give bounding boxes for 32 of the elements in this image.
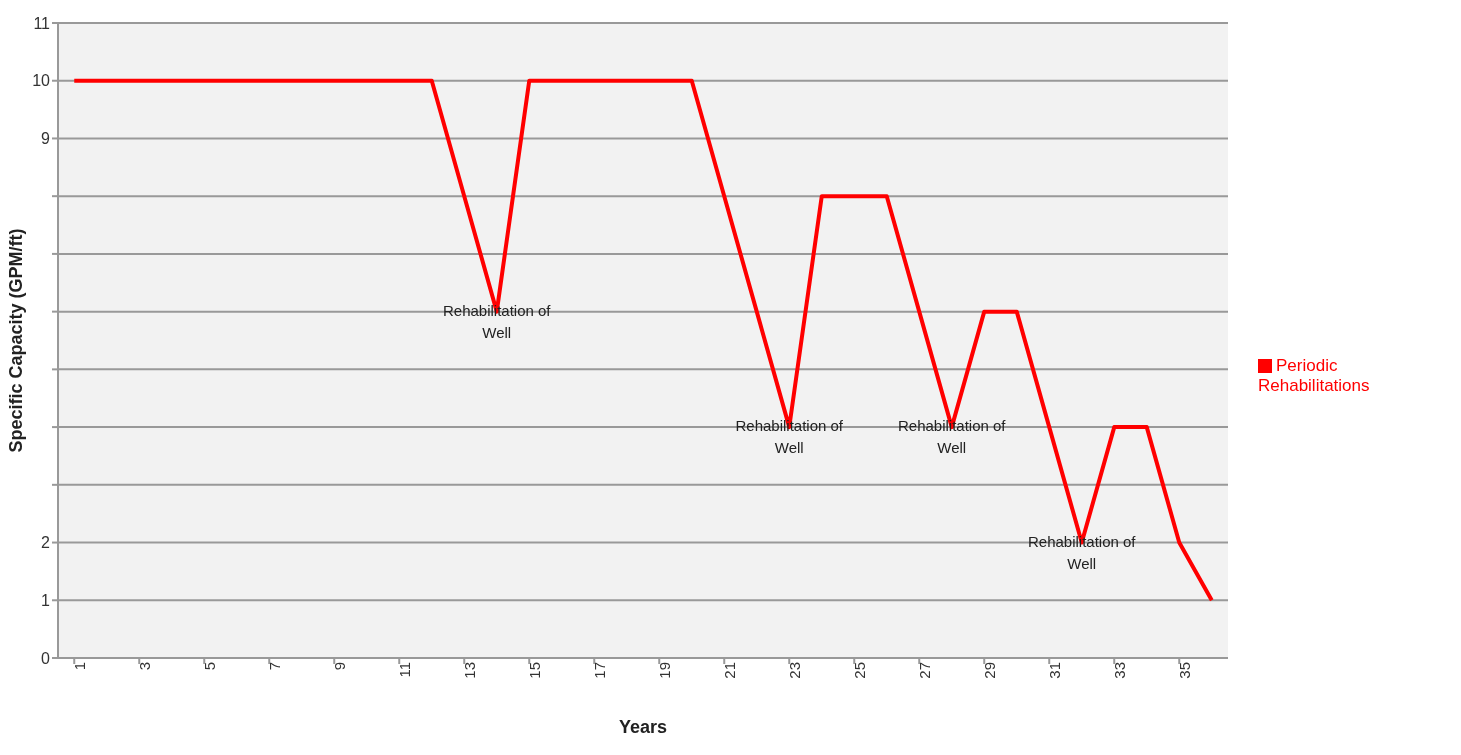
x-tick-label: 7	[265, 662, 283, 671]
annotation: Rehabilitation of Well	[442, 301, 552, 341]
y-tick-label: 1	[41, 591, 51, 609]
y-tick-label: 2	[41, 534, 51, 552]
x-tick-label: 13	[460, 662, 478, 679]
x-tick-label: 35	[1175, 662, 1193, 679]
x-tick-label: 11	[395, 662, 413, 678]
x-tick-label: 5	[200, 662, 218, 671]
y-axis-title: Specific Capacity (GPM/ft)	[6, 228, 27, 453]
y-tick-label: 10	[32, 72, 51, 90]
x-tick-label: 29	[980, 662, 998, 679]
x-tick-label: 33	[1110, 662, 1128, 679]
x-axis-title: Years	[618, 717, 668, 737]
y-tick-label: 0	[41, 649, 51, 667]
line-series	[72, 78, 1214, 603]
annotation: Rehabilitation of Well	[897, 417, 1007, 457]
y-tick-label: 9	[41, 130, 51, 148]
annotation: Rehabilitation of Well	[1027, 532, 1137, 572]
x-tick-label: 9	[330, 662, 348, 671]
x-tick-label: 27	[915, 662, 933, 679]
x-tick-label: 1	[70, 662, 88, 671]
x-tick-label: 17	[590, 662, 608, 679]
x-tick-label: 31	[1045, 662, 1063, 679]
x-tick-label: 21	[720, 662, 738, 679]
legend-label: Periodic Rehabilitations	[1258, 355, 1370, 395]
x-tick-label: 23	[785, 662, 803, 679]
x-tick-label: 25	[850, 662, 868, 679]
y-tick-label: 11	[33, 14, 51, 32]
x-tick-label: 3	[135, 662, 153, 671]
x-tick-label: 15	[525, 662, 543, 679]
x-tick-label: 19	[655, 662, 673, 679]
annotation: Rehabilitation of Well	[735, 417, 844, 457]
